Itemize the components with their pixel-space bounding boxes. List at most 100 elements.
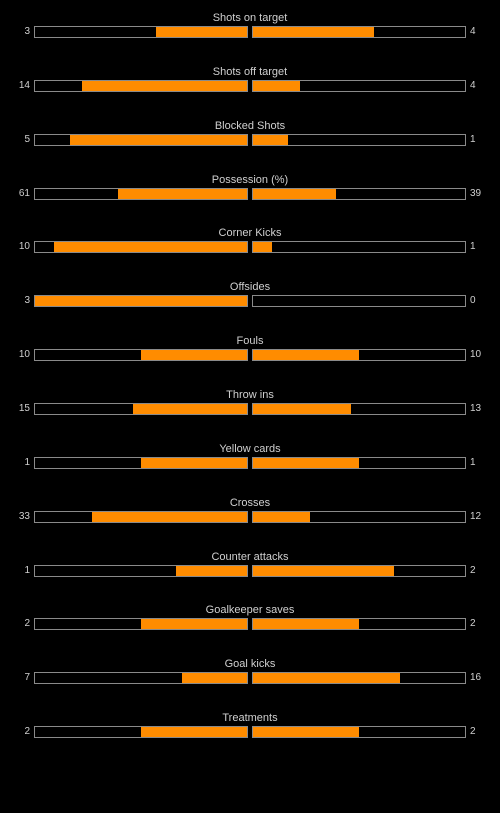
away-team-value: 1 — [470, 134, 476, 145]
away-team-value: 2 — [470, 618, 476, 629]
home-team-bar — [34, 26, 248, 38]
stat-label: Counter attacks — [211, 551, 289, 563]
home-team-bar — [34, 726, 248, 738]
away-team-bar — [252, 80, 466, 92]
away-team-value: 2 — [470, 565, 476, 576]
away-team-bar — [252, 241, 466, 253]
stat-row: Corner Kicks 10 1 — [0, 226, 500, 264]
home-team-bar-fill — [141, 350, 247, 360]
home-team-value: 3 — [24, 295, 30, 306]
stat-row: Shots on target 3 4 — [0, 11, 500, 49]
stat-label: Yellow cards — [219, 443, 281, 455]
away-team-bar — [252, 26, 466, 38]
stat-row: Fouls 10 10 — [0, 334, 500, 372]
stat-row: Blocked Shots 5 1 — [0, 119, 500, 157]
away-team-value: 1 — [470, 241, 476, 252]
stat-label: Offsides — [229, 281, 271, 293]
home-team-bar — [34, 241, 248, 253]
away-team-bar-fill — [253, 350, 359, 360]
home-team-value: 1 — [24, 457, 30, 468]
home-team-bar-fill — [54, 242, 247, 252]
home-team-value: 33 — [18, 511, 30, 522]
home-team-bar-fill — [156, 27, 247, 37]
stat-label: Shots off target — [212, 66, 288, 78]
away-team-bar-fill — [253, 619, 359, 629]
away-team-bar-fill — [253, 727, 359, 737]
home-team-bar-fill — [70, 135, 247, 145]
away-team-bar — [252, 672, 466, 684]
stat-row: Goalkeeper saves 2 2 — [0, 603, 500, 641]
home-team-bar-fill — [82, 81, 247, 91]
away-team-value: 13 — [470, 403, 482, 414]
home-team-bar — [34, 295, 248, 307]
away-team-bar-fill — [253, 458, 359, 468]
home-team-value: 2 — [24, 618, 30, 629]
home-team-bar — [34, 349, 248, 361]
away-team-bar — [252, 726, 466, 738]
away-team-value: 4 — [470, 26, 476, 37]
home-team-bar-fill — [141, 458, 247, 468]
home-team-bar — [34, 80, 248, 92]
home-team-value: 10 — [18, 349, 30, 360]
away-team-value: 2 — [470, 726, 476, 737]
home-team-bar — [34, 672, 248, 684]
stat-row: Treatments 2 2 — [0, 711, 500, 749]
away-team-bar — [252, 457, 466, 469]
home-team-bar — [34, 457, 248, 469]
away-team-bar-fill — [253, 135, 288, 145]
away-team-bar-fill — [253, 404, 351, 414]
stat-row: Offsides 3 0 — [0, 280, 500, 318]
home-team-bar — [34, 565, 248, 577]
away-team-bar-fill — [253, 512, 310, 522]
stat-label: Shots on target — [212, 12, 288, 24]
home-team-bar — [34, 511, 248, 523]
home-team-bar — [34, 618, 248, 630]
home-team-bar-fill — [182, 673, 247, 683]
away-team-bar — [252, 618, 466, 630]
home-team-value: 5 — [24, 134, 30, 145]
away-team-value: 12 — [470, 511, 482, 522]
home-team-bar-fill — [118, 189, 247, 199]
stat-label: Goalkeeper saves — [205, 604, 295, 616]
home-team-bar — [34, 403, 248, 415]
home-team-value: 15 — [18, 403, 30, 414]
away-team-value: 4 — [470, 80, 476, 91]
stat-row: Crosses 33 12 — [0, 496, 500, 534]
home-team-value: 10 — [18, 241, 30, 252]
stat-label: Throw ins — [226, 389, 274, 401]
away-team-bar-fill — [253, 242, 272, 252]
stat-row: Yellow cards 1 1 — [0, 442, 500, 480]
stat-row: Shots off target 14 4 — [0, 65, 500, 103]
away-team-bar-fill — [253, 27, 374, 37]
home-team-bar-fill — [176, 566, 247, 576]
away-team-bar — [252, 349, 466, 361]
home-team-value: 3 — [24, 26, 30, 37]
home-team-bar-fill — [35, 296, 247, 306]
stat-row: Counter attacks 1 2 — [0, 550, 500, 588]
stat-label: Fouls — [236, 335, 264, 347]
away-team-value: 39 — [470, 188, 482, 199]
away-team-bar-fill — [253, 673, 400, 683]
home-team-bar — [34, 188, 248, 200]
home-team-bar-fill — [141, 619, 247, 629]
away-team-bar — [252, 511, 466, 523]
stat-label: Crosses — [229, 497, 271, 509]
home-team-value: 7 — [24, 672, 30, 683]
away-team-bar — [252, 134, 466, 146]
home-team-value: 1 — [24, 565, 30, 576]
stat-label: Corner Kicks — [218, 227, 282, 239]
home-team-value: 14 — [18, 80, 30, 91]
away-team-value: 10 — [470, 349, 482, 360]
away-team-bar-fill — [253, 566, 394, 576]
home-team-value: 61 — [18, 188, 30, 199]
away-team-bar-fill — [253, 81, 300, 91]
away-team-value: 16 — [470, 672, 482, 683]
home-team-value: 2 — [24, 726, 30, 737]
stat-label: Treatments — [222, 712, 278, 724]
home-team-bar-fill — [141, 727, 247, 737]
away-team-bar — [252, 295, 466, 307]
away-team-bar — [252, 188, 466, 200]
stat-row: Possession (%) 61 39 — [0, 173, 500, 211]
away-team-value: 1 — [470, 457, 476, 468]
home-team-bar-fill — [92, 512, 247, 522]
